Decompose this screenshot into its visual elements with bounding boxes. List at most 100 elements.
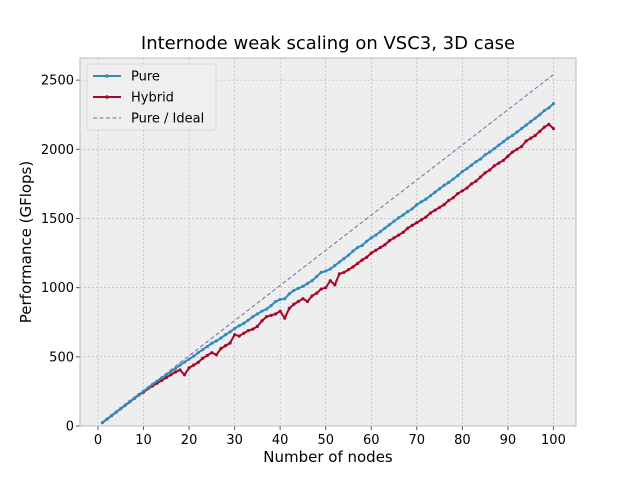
data-point-hybrid <box>483 171 487 175</box>
data-point-hybrid <box>237 334 241 338</box>
data-point-pure <box>132 396 137 400</box>
x-tick-label: 30 <box>226 433 243 448</box>
data-point-pure <box>369 236 373 240</box>
data-point-hybrid <box>269 313 273 317</box>
data-point-hybrid <box>305 299 310 304</box>
data-point-hybrid <box>201 356 205 360</box>
data-point-hybrid <box>283 316 287 320</box>
data-point-hybrid <box>424 215 428 219</box>
data-point-pure <box>201 348 205 352</box>
data-point-hybrid <box>410 223 414 227</box>
data-point-hybrid <box>383 243 387 247</box>
data-point-pure <box>128 399 132 403</box>
data-point-pure <box>351 249 355 253</box>
x-tick-label: 70 <box>409 433 426 448</box>
data-point-pure <box>100 420 105 425</box>
series-line-pure <box>101 102 555 424</box>
data-point-hybrid <box>210 351 214 355</box>
data-point-pure <box>264 307 269 311</box>
data-point-hybrid <box>223 344 228 348</box>
legend: Pure Hybrid Pure / Ideal <box>86 63 217 131</box>
data-point-pure <box>478 157 483 161</box>
data-point-hybrid <box>214 353 219 357</box>
plot-frame <box>79 57 577 427</box>
data-point-pure <box>246 318 250 322</box>
data-point-hybrid <box>324 286 328 290</box>
data-point-pure <box>105 417 109 421</box>
data-point-pure <box>205 344 209 349</box>
data-point-hybrid <box>542 125 546 129</box>
data-point-hybrid <box>242 331 246 335</box>
data-point-hybrid <box>246 328 250 333</box>
data-point-pure <box>542 108 546 113</box>
data-point-hybrid <box>442 203 446 207</box>
data-point-pure <box>187 357 191 361</box>
data-point-pure <box>428 194 433 198</box>
data-point-pure <box>123 403 127 407</box>
data-point-hybrid <box>301 297 305 301</box>
x-tick-label: 80 <box>454 433 471 448</box>
data-point-hybrid <box>274 312 278 316</box>
data-point-hybrid <box>524 139 528 143</box>
y-tick-label: 0 <box>66 420 74 435</box>
data-point-pure <box>192 354 196 358</box>
data-point-pure <box>146 386 150 390</box>
data-point-hybrid <box>255 324 260 328</box>
data-point-pure <box>155 379 159 383</box>
data-point-hybrid <box>547 122 551 127</box>
data-point-pure <box>319 270 323 275</box>
data-point-hybrid <box>492 164 496 168</box>
ticks: 0 10 20 30 40 50 60 70 80 90 100050010001500200025… <box>41 74 566 448</box>
data-point-pure <box>447 180 451 185</box>
data-point-pure <box>315 274 319 279</box>
data-point-pure <box>410 207 414 211</box>
data-point-hybrid <box>515 147 519 151</box>
x-tick-label: 50 <box>317 433 334 448</box>
data-point-pure <box>292 288 296 293</box>
legend-label-hybrid: Hybrid <box>131 91 174 106</box>
data-point-pure <box>164 373 168 377</box>
data-point-hybrid <box>264 315 269 319</box>
data-point-pure <box>210 341 214 345</box>
data-point-pure <box>310 279 314 283</box>
data-point-hybrid <box>387 239 392 243</box>
legend-label-pure-ideal: Pure / Ideal <box>131 112 204 127</box>
data-point-pure <box>228 330 232 334</box>
data-point-pure <box>510 133 515 138</box>
x-tick-label: 20 <box>181 433 198 448</box>
data-point-hybrid <box>415 221 419 225</box>
x-tick-label: 90 <box>500 433 517 448</box>
data-point-hybrid <box>356 261 360 266</box>
data-point-hybrid <box>228 341 232 345</box>
data-point-pure <box>169 369 173 374</box>
data-point-pure <box>114 410 118 414</box>
data-point-pure <box>442 183 446 187</box>
x-tick-label: 10 <box>135 433 152 448</box>
data-point-hybrid <box>251 327 255 331</box>
data-point-pure <box>506 136 510 140</box>
data-point-pure <box>538 113 542 117</box>
data-point-hybrid <box>529 136 533 140</box>
data-point-pure <box>173 366 178 371</box>
x-tick-label: 0 <box>94 433 102 448</box>
data-point-hybrid <box>506 154 510 158</box>
data-point-pure <box>301 284 305 288</box>
data-point-pure <box>406 209 410 214</box>
data-point-hybrid <box>287 306 291 311</box>
data-point-hybrid <box>460 189 464 193</box>
legend-marker-pure <box>105 74 109 78</box>
data-point-pure <box>141 389 146 393</box>
data-point-hybrid <box>205 353 209 358</box>
data-point-hybrid <box>365 255 369 259</box>
data-point-hybrid <box>169 373 173 377</box>
data-point-hybrid <box>319 287 323 291</box>
data-point-hybrid <box>478 175 483 179</box>
data-point-hybrid <box>233 333 237 337</box>
data-point-pure <box>437 187 442 191</box>
y-tick-label: 1000 <box>41 281 74 296</box>
data-point-hybrid <box>187 366 191 370</box>
data-point-hybrid <box>437 205 442 210</box>
data-point-hybrid <box>396 233 401 237</box>
data-point-hybrid <box>474 179 478 183</box>
data-point-hybrid <box>278 309 282 313</box>
